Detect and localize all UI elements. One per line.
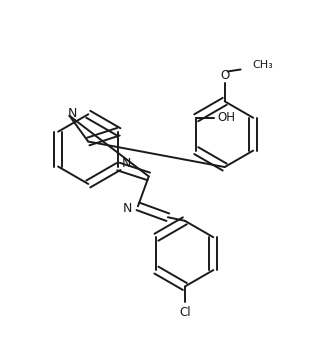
Text: CH₃: CH₃ (253, 61, 273, 70)
Text: Cl: Cl (179, 306, 191, 319)
Text: N: N (122, 157, 131, 170)
Text: OH: OH (217, 111, 235, 124)
Text: N: N (123, 202, 133, 215)
Text: N: N (68, 107, 77, 120)
Text: O: O (220, 69, 229, 82)
